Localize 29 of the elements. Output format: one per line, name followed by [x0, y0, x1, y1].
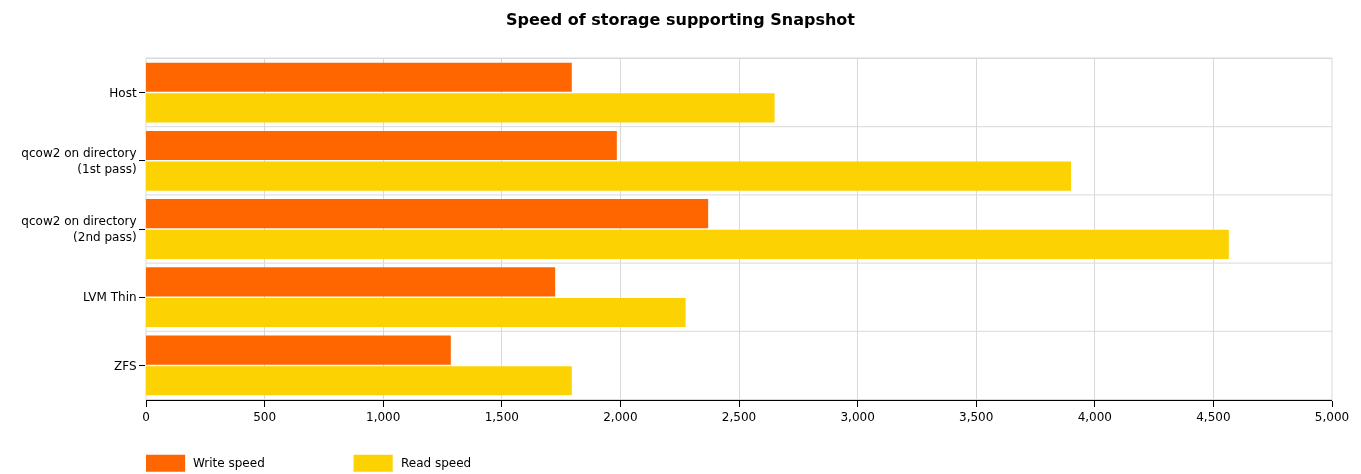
- y-tick-label: ZFS: [114, 358, 137, 373]
- y-tick-label: Host: [109, 85, 137, 100]
- x-tick-label: 3,500: [959, 410, 994, 425]
- bar: [146, 130, 617, 161]
- x-tick-label: 500: [253, 410, 277, 425]
- y-tick-label: qcow2 on directory (1st pass): [21, 146, 137, 176]
- bar: [146, 335, 451, 365]
- bar: [146, 93, 775, 123]
- x-tick-label: 0: [142, 410, 150, 425]
- bar: [146, 62, 572, 92]
- bar: [146, 229, 1229, 259]
- y-tick-label: qcow2 on directory (2nd pass): [21, 214, 137, 244]
- x-tick-label: 4,500: [1196, 410, 1231, 425]
- x-tick-label: 4,000: [1077, 410, 1112, 425]
- bar: [146, 366, 572, 396]
- x-tick-label: 1,000: [366, 410, 401, 425]
- legend-label: Read speed: [401, 456, 472, 470]
- chart-title: Speed of storage supporting Snapshot: [506, 10, 856, 30]
- bar: [146, 267, 556, 297]
- bar: [146, 297, 686, 328]
- legend-label: Write speed: [193, 456, 265, 470]
- x-tick-label: 3,000: [840, 410, 875, 425]
- x-tick-label: 2,000: [603, 410, 638, 425]
- bar: [146, 161, 1072, 191]
- x-tick-label: 2,500: [721, 410, 757, 425]
- x-tick-label: 5,000: [1314, 410, 1350, 425]
- bar: [146, 199, 709, 229]
- x-tick-label: 1,500: [484, 410, 519, 425]
- y-tick-label: LVM Thin: [82, 290, 137, 305]
